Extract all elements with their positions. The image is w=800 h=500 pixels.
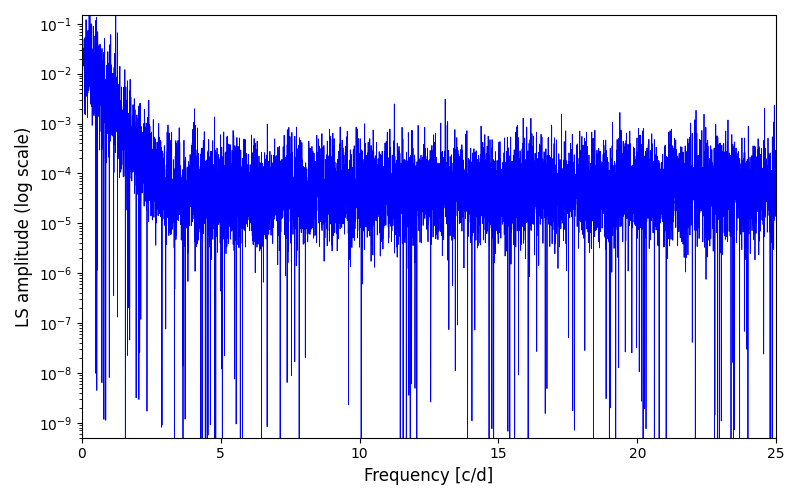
Y-axis label: LS amplitude (log scale): LS amplitude (log scale): [15, 126, 33, 326]
X-axis label: Frequency [c/d]: Frequency [c/d]: [364, 467, 494, 485]
